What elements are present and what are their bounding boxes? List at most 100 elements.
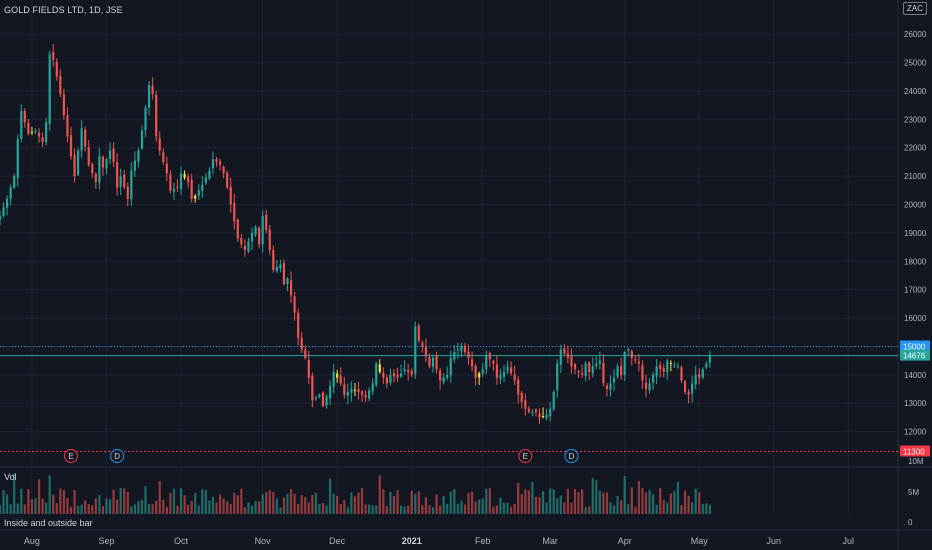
candle-body	[208, 170, 211, 179]
candle-body	[144, 108, 147, 130]
volume-bar	[190, 500, 193, 514]
candle-body	[250, 232, 254, 242]
volume-label: Vol	[4, 472, 17, 482]
volume-bar	[502, 502, 506, 514]
candle-body	[282, 263, 286, 284]
candle-body	[659, 364, 662, 370]
candle-body	[612, 377, 616, 383]
candle-body	[552, 391, 555, 410]
volume-bar	[630, 487, 633, 514]
volume-bar	[506, 502, 509, 514]
candle-body	[488, 353, 491, 360]
volume-bar	[570, 502, 573, 514]
x-tick-label: Oct	[174, 536, 189, 546]
volume-bar	[549, 488, 552, 514]
volume-bar	[289, 489, 293, 514]
volume-bar	[456, 503, 459, 514]
candle-body	[623, 352, 626, 376]
volume-bar	[211, 496, 215, 514]
candle-body	[108, 150, 112, 159]
volume-bar	[566, 488, 570, 514]
volume-bar	[627, 504, 630, 514]
candle-body	[155, 94, 158, 137]
candle-body	[648, 383, 651, 391]
volume-bar	[698, 492, 701, 514]
volume-bar	[591, 477, 594, 514]
volume-bar	[446, 503, 449, 514]
x-tick-label: Sep	[98, 536, 114, 546]
candle-body	[541, 416, 545, 417]
candle-body	[364, 394, 367, 398]
volume-bars	[0, 473, 711, 514]
volume-bar	[59, 488, 62, 514]
candle-body	[602, 362, 605, 384]
y-tick-label: 17000	[904, 286, 927, 295]
volume-bar	[357, 492, 360, 514]
volume-bar	[680, 505, 683, 514]
candle-body	[112, 148, 115, 162]
candle-body	[424, 346, 428, 357]
candle-body	[233, 202, 236, 222]
volume-bar	[687, 495, 690, 514]
volume-bar	[353, 496, 357, 514]
candle-body	[570, 356, 573, 367]
volume-bar	[314, 492, 317, 514]
volume-bar	[98, 494, 101, 514]
volume-bar	[577, 492, 580, 514]
volume-bar	[144, 486, 147, 514]
volume-tick-label: 10M	[908, 457, 924, 466]
price-label-bg	[900, 445, 930, 457]
volume-bar	[399, 505, 403, 514]
candle-body	[55, 61, 58, 77]
volume-bar	[573, 489, 577, 514]
candle-body	[126, 186, 129, 199]
candle-body	[630, 351, 633, 358]
candle-body	[133, 160, 136, 171]
volume-bar	[222, 498, 225, 514]
candle-body	[637, 361, 640, 364]
volume-bar	[265, 492, 268, 514]
candle-body	[41, 137, 44, 143]
volume-bar	[9, 504, 12, 514]
volume-bar	[254, 500, 257, 514]
volume-bar	[605, 492, 609, 514]
volume-bar	[41, 498, 44, 514]
candle-body	[517, 379, 520, 395]
volume-bar	[616, 495, 619, 514]
candle-body	[378, 364, 381, 372]
candle-body	[463, 346, 467, 353]
volume-bar	[474, 501, 477, 514]
volume-bar	[155, 500, 158, 514]
volume-bar	[378, 475, 381, 514]
candle-body	[226, 172, 229, 188]
candle-body	[595, 363, 598, 367]
candle-body	[311, 375, 314, 401]
price-axis[interactable]: 12000 13000 14000 15000 16000 17000 18000 19000…	[904, 30, 927, 436]
candle-body	[556, 363, 559, 391]
volume-bar	[112, 489, 115, 514]
volume-bar	[80, 504, 83, 514]
volume-bar	[105, 498, 108, 514]
candle-body	[158, 138, 161, 151]
candle-body	[435, 355, 438, 370]
earnings-marker	[63, 449, 78, 463]
volume-bar	[556, 498, 559, 514]
time-axis[interactable]: Aug Sep Oct Nov Dec 2021 Feb Mar Apr May Jun Jul	[24, 536, 854, 546]
candle-body	[698, 373, 701, 378]
candle-body	[470, 359, 474, 367]
volume-bar	[520, 494, 523, 514]
candle-body	[549, 408, 552, 417]
price-label-text: 14676	[903, 352, 926, 361]
candle-body	[94, 173, 97, 182]
currency-button[interactable]: ZAC	[903, 2, 927, 15]
volume-bar	[179, 488, 183, 514]
volume-bar	[151, 504, 154, 514]
volume-bar	[602, 492, 605, 514]
volume-bar	[116, 499, 119, 514]
volume-bar	[261, 494, 264, 514]
candle-body	[9, 187, 12, 199]
candle-body	[80, 127, 83, 151]
candle-body	[666, 360, 669, 372]
candle-body	[45, 122, 48, 143]
